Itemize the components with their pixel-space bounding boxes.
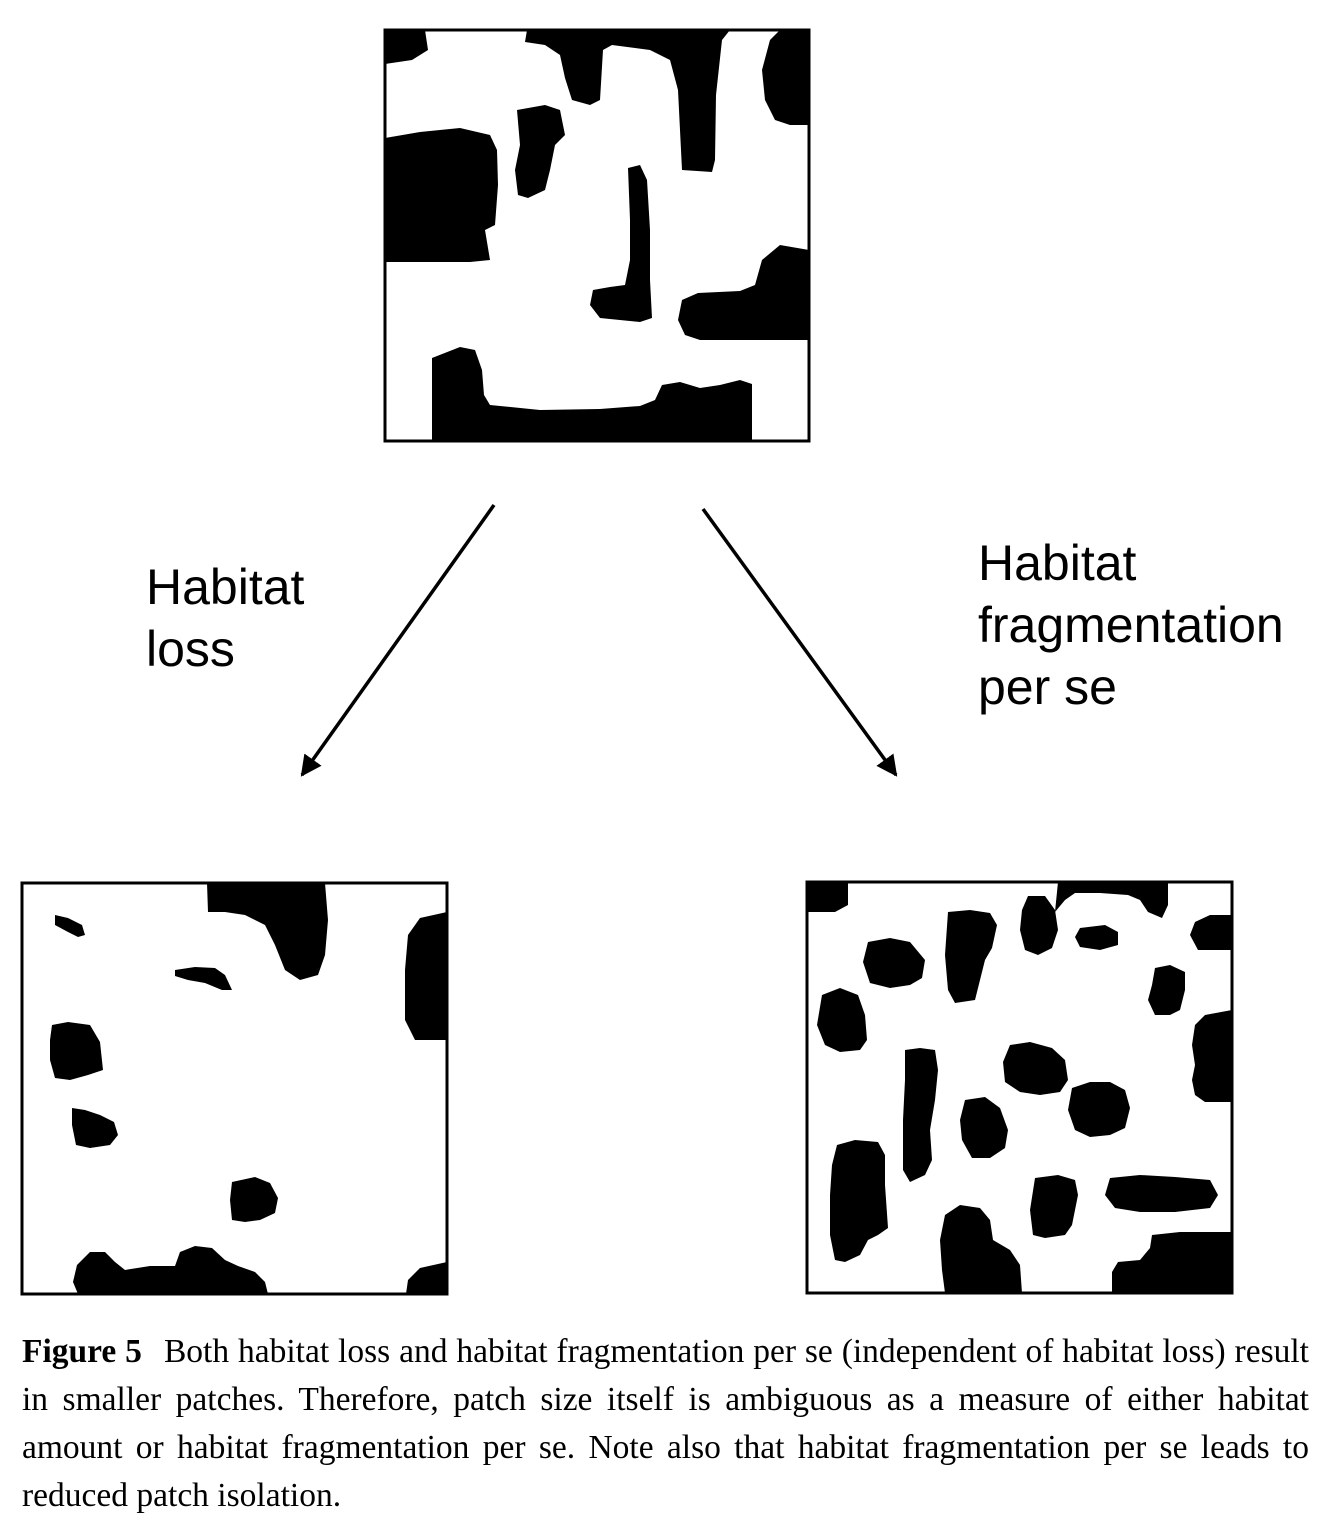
figure-diagram (20, 28, 1234, 1296)
habitat-loss-label-line-1: Habitat (146, 559, 305, 615)
habitat-loss-label-line-2: loss (146, 621, 235, 677)
habitat-patches (50, 883, 447, 1294)
habitat-loss-label: Habitat loss (146, 556, 304, 680)
original-landscape (383, 28, 811, 443)
landscape-after-habitat-loss (20, 881, 449, 1296)
caption-text: Both habitat loss and habitat fragmentat… (22, 1333, 1309, 1514)
habitat-fragmentation-label: Habitat fragmentation per se (978, 532, 1284, 718)
habitat-fragmentation-label-line-2: fragmentation (978, 597, 1284, 653)
habitat-fragmentation-label-line-3: per se (978, 659, 1117, 715)
habitat-patches (807, 882, 1232, 1293)
habitat-patches (385, 30, 809, 441)
figure-caption: Figure 5 Both habitat loss and habitat fr… (22, 1328, 1309, 1520)
arrow-habitat-fragmentation (701, 507, 898, 777)
arrow-habitat-loss (300, 503, 496, 777)
figure-number: Figure 5 (22, 1333, 142, 1370)
landscape-after-fragmentation (805, 880, 1234, 1295)
habitat-fragmentation-label-line-1: Habitat (978, 535, 1137, 591)
